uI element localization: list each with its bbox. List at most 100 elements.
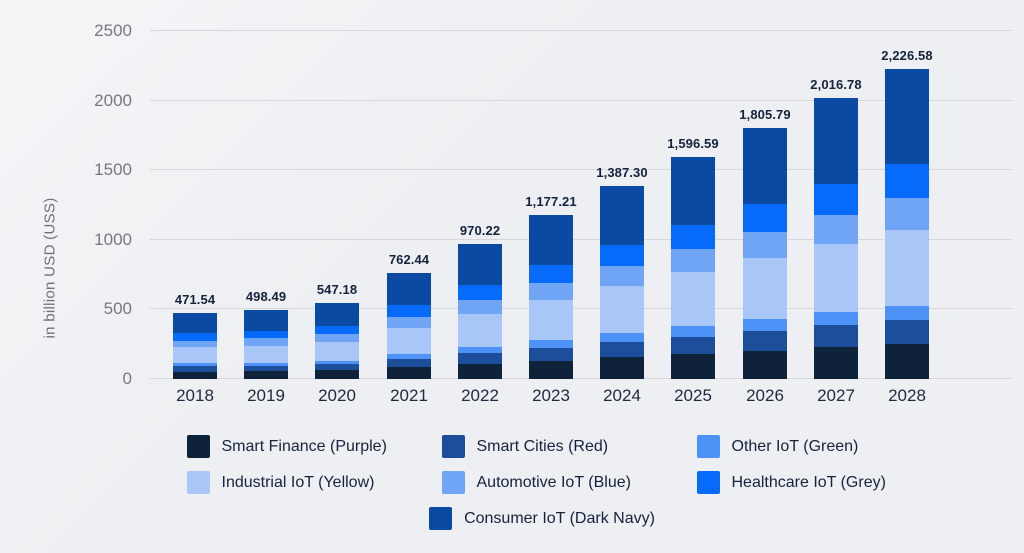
legend-label: Smart Cities (Red) [476, 437, 609, 455]
gridline [150, 308, 1012, 309]
bar-2023 [529, 215, 573, 379]
legend-item-healthcare-iot-grey: Healthcare IoT (Grey) [696, 471, 952, 494]
x-tick-label: 2020 [318, 386, 356, 405]
plot-area: 0 500 1000 1500 2000 2500 471.54 2018 498.49 2019… [94, 21, 1012, 405]
bar-segment-other-iot-green [244, 362, 288, 366]
bar-total-label: 471.54 [174, 292, 216, 308]
bar-segment-industrial-iot-yellow [315, 342, 359, 361]
bar-segment-smart-cities-red [529, 347, 573, 361]
bar-total-label: 547.18 [316, 281, 358, 297]
x-tick-label: 2018 [176, 386, 214, 405]
bar-segment-other-iot-green [173, 363, 217, 367]
bar-segment-smart-cities-red [387, 358, 431, 367]
legend: Smart Finance (Purple) Smart Cities (Red)… [0, 435, 1024, 543]
bar-segment-consumer-iot-dark-navy [244, 309, 288, 331]
legend-item-consumer-iot-dark-navy: Consumer IoT (Dark Navy) [429, 507, 655, 530]
bar-segment-smart-finance-purple [173, 371, 217, 379]
bar-segment-industrial-iot-yellow [814, 243, 858, 313]
bar-segment-healthcare-iot-grey [814, 183, 858, 215]
y-tick-label: 1000 [94, 230, 132, 249]
bar-segment-industrial-iot-yellow [743, 258, 787, 320]
bar-segment-consumer-iot-dark-navy [529, 215, 573, 266]
bar-segment-automotive-iot-blue [600, 266, 644, 287]
legend-item-smart-cities-red: Smart Cities (Red) [441, 435, 697, 458]
bar-segment-smart-finance-purple [743, 350, 787, 379]
legend-swatch [441, 435, 465, 458]
bar-segment-smart-finance-purple [885, 343, 929, 379]
bar-segment-healthcare-iot-grey [885, 163, 929, 198]
bar-segment-consumer-iot-dark-navy [387, 272, 431, 306]
gridline [150, 30, 1012, 31]
bar-segment-smart-cities-red [244, 365, 288, 372]
bar-segment-industrial-iot-yellow [244, 345, 288, 363]
legend-row: Consumer IoT (Dark Navy) [160, 507, 925, 530]
y-tick-label: 2000 [94, 91, 132, 110]
bar-segment-automotive-iot-blue [885, 197, 929, 230]
bar-segment-smart-cities-red [600, 342, 644, 358]
bar-segment-healthcare-iot-grey [600, 244, 644, 267]
legend-swatch [186, 471, 210, 494]
legend-swatch [429, 507, 453, 530]
bar-segment-other-iot-green [814, 312, 858, 326]
legend-item-industrial-iot-yellow: Industrial IoT (Yellow) [186, 471, 442, 494]
bar-segment-healthcare-iot-grey [529, 265, 573, 284]
bar-segment-other-iot-green [743, 319, 787, 331]
legend-label: Other IoT (Green) [731, 437, 859, 455]
bar-segment-automotive-iot-blue [173, 340, 217, 348]
bar-total-label: 1,805.79 [739, 106, 791, 122]
bar-segment-other-iot-green [600, 333, 644, 343]
bar-segment-healthcare-iot-grey [743, 204, 787, 232]
bar-total-label: 1,596.59 [667, 135, 719, 151]
bar-2021 [387, 272, 431, 379]
legend-label: Industrial IoT (Yellow) [221, 473, 375, 491]
bar-segment-smart-finance-purple [814, 347, 858, 379]
bar-2028 [885, 69, 929, 379]
bar-segment-consumer-iot-dark-navy [458, 244, 502, 286]
x-tick-label: 2022 [461, 386, 499, 405]
y-tick-label: 2500 [94, 21, 132, 40]
bar-2027 [814, 98, 858, 379]
y-tick-label: 1500 [94, 160, 132, 179]
legend-label: Smart Finance (Purple) [221, 437, 387, 455]
legend-item-other-iot-green: Other IoT (Green) [696, 435, 952, 458]
x-tick-label: 2028 [888, 386, 926, 405]
bar-segment-industrial-iot-yellow [600, 286, 644, 334]
bar-segment-healthcare-iot-grey [315, 326, 359, 335]
bar-segment-smart-cities-red [671, 336, 715, 354]
bar-segment-automotive-iot-blue [743, 231, 787, 259]
bar-segment-smart-finance-purple [600, 357, 644, 379]
gridline [150, 378, 1012, 379]
bar-segment-automotive-iot-blue [458, 300, 502, 315]
bar-segment-industrial-iot-yellow [671, 272, 715, 327]
bar-segment-smart-cities-red [814, 325, 858, 348]
bar-2022 [458, 244, 502, 379]
bar-segment-industrial-iot-yellow [529, 300, 573, 341]
bar-segment-other-iot-green [671, 326, 715, 337]
bar-segment-other-iot-green [529, 340, 573, 348]
bar-segment-consumer-iot-dark-navy [315, 302, 359, 327]
x-tick-label: 2024 [603, 386, 641, 405]
bar-segment-consumer-iot-dark-navy [600, 185, 644, 245]
x-tick-label: 2019 [247, 386, 285, 405]
bar-segment-other-iot-green [387, 353, 431, 359]
bar-2019 [244, 309, 288, 379]
legend-row: Industrial IoT (Yellow) Automotive IoT (B… [130, 471, 895, 494]
bar-segment-automotive-iot-blue [814, 214, 858, 244]
bar-segment-healthcare-iot-grey [244, 330, 288, 339]
bar-segment-smart-finance-purple [244, 371, 288, 379]
gridline [150, 169, 1012, 170]
bar-segment-smart-finance-purple [458, 363, 502, 379]
bar-segment-smart-cities-red [315, 364, 359, 371]
y-axis-title: in billion USD (USS) [41, 197, 59, 339]
x-tick-label: 2025 [674, 386, 712, 405]
bar-total-label: 970.22 [459, 222, 501, 238]
bar-segment-industrial-iot-yellow [458, 314, 502, 348]
x-tick-label: 2021 [390, 386, 428, 405]
gridline [150, 239, 1012, 240]
bar-segment-smart-cities-red [885, 319, 929, 344]
bar-2026 [743, 127, 787, 379]
bar-segment-industrial-iot-yellow [387, 327, 431, 354]
bar-2018 [173, 313, 217, 379]
bar-segment-healthcare-iot-grey [387, 305, 431, 317]
